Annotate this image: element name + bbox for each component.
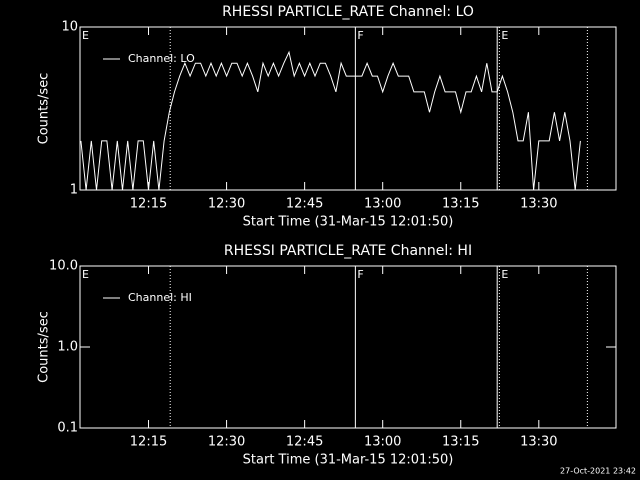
- legend-label: Channel: LO: [128, 52, 195, 65]
- event-label: F: [357, 268, 363, 281]
- x-tick-label: 13:15: [442, 435, 479, 450]
- y-tick-label: 10: [61, 20, 78, 35]
- event-label: E: [82, 268, 89, 281]
- x-axis-label: Start Time (31-Mar-15 12:01:50): [243, 215, 454, 230]
- y-tick-label: 1: [70, 183, 78, 198]
- y-axis-label: Counts/sec: [37, 311, 52, 383]
- x-tick-label: 13:15: [442, 197, 479, 212]
- x-tick-label: 13:00: [364, 435, 401, 450]
- event-label: F: [357, 29, 363, 42]
- x-tick-label: 12:45: [286, 197, 323, 212]
- footer: 27-Oct-2021 23:42: [560, 467, 636, 476]
- x-tick-label: 13:30: [520, 435, 557, 450]
- event-label: E: [501, 268, 508, 281]
- y-axis-label: Counts/sec: [37, 73, 52, 145]
- x-tick-label: 12:45: [286, 435, 323, 450]
- y-tick-label: 1.0: [57, 340, 78, 355]
- event-label: E: [501, 29, 508, 42]
- y-tick-label: 0.1: [57, 421, 78, 436]
- x-axis-label: Start Time (31-Mar-15 12:01:50): [243, 453, 454, 468]
- legend-label: Channel: HI: [128, 291, 192, 304]
- y-tick-label: 10.0: [49, 259, 78, 274]
- chart-title: RHESSI PARTICLE_RATE Channel: HI: [224, 243, 472, 259]
- data-line: [80, 50, 581, 191]
- x-tick-label: 13:30: [520, 197, 557, 212]
- x-tick-label: 12:15: [130, 435, 167, 450]
- chart-title: RHESSI PARTICLE_RATE Channel: LO: [222, 4, 474, 20]
- event-label: E: [82, 29, 89, 42]
- x-tick-label: 12:15: [130, 197, 167, 212]
- x-tick-label: 12:30: [208, 435, 245, 450]
- x-tick-label: 12:30: [208, 197, 245, 212]
- x-tick-label: 13:00: [364, 197, 401, 212]
